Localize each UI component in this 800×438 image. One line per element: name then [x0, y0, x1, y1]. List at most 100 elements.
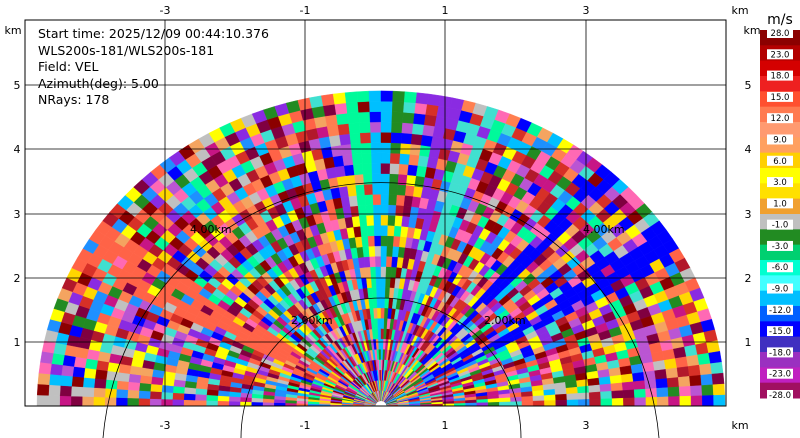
radar-gate-cell	[355, 184, 366, 196]
radar-gate-cell	[711, 372, 725, 385]
y-tick-right: 4	[745, 143, 752, 156]
radar-gate-cell	[338, 185, 350, 198]
radar-gate-cell	[367, 235, 376, 247]
radar-gate-cell	[378, 359, 382, 371]
radar-gate-cell	[487, 401, 500, 407]
radar-gate-cell	[330, 144, 343, 158]
radar-gate-cell	[609, 374, 623, 385]
colorbar-unit: m/s	[767, 12, 793, 28]
colorbar-label: -9.0	[772, 285, 789, 295]
radar-gate-cell	[656, 387, 669, 398]
radar-gate-cell	[623, 397, 635, 407]
radar-gate-cell	[342, 154, 354, 166]
radar-gate-cell	[656, 396, 669, 407]
radar-gate-cell	[375, 266, 382, 278]
radar-gate-cell	[427, 93, 441, 107]
radar-gate-cell	[386, 245, 394, 257]
radar-gate-cell	[487, 398, 500, 403]
radar-gate-cell	[370, 276, 377, 288]
ring-label-4km-left: 4.00km	[190, 223, 232, 236]
radar-gate-cell	[362, 163, 373, 175]
x-tick-bottom: -1	[300, 419, 311, 432]
axes-grid	[24, 19, 727, 407]
radar-gate-cell	[701, 384, 714, 396]
radar-gate-cell	[71, 376, 85, 388]
radar-gate-cell	[344, 91, 359, 104]
radar-gate-cell	[356, 194, 366, 206]
radar-gate-cell	[36, 394, 49, 407]
colorbar-label: 1.0	[773, 199, 787, 209]
radar-gate-cell	[380, 307, 385, 319]
colorbar-block	[760, 290, 800, 307]
radar-gate-cell	[598, 376, 612, 386]
colorbar-label: 28.0	[771, 29, 790, 39]
y-tick-right: 3	[745, 208, 752, 221]
colorbar-label: -18.0	[769, 348, 791, 358]
radar-gate-cell	[62, 354, 76, 367]
radar-gate-cell	[633, 388, 647, 399]
radar-gate-cell	[360, 142, 372, 154]
colorbar-label: -6.0	[772, 263, 789, 273]
x-tick-top: -3	[160, 4, 171, 17]
colorbar-block	[760, 183, 800, 200]
radar-gate-cell	[380, 224, 389, 236]
colorbar-label: -12.0	[769, 306, 791, 316]
radar-gate-cell	[59, 395, 72, 407]
radar-scan-fan	[36, 90, 726, 407]
radar-gate-cell	[72, 366, 86, 378]
radar-gate-cell	[373, 224, 382, 236]
radar-gate-cell	[684, 344, 698, 357]
radar-gate-cell	[389, 152, 401, 165]
radar-gate-cell	[370, 142, 382, 154]
colorbar-label: 23.0	[771, 50, 790, 60]
radar-gate-cell	[366, 214, 375, 226]
radar-gate-cell	[577, 385, 590, 394]
radar-gate-cell	[380, 90, 394, 102]
y-unit-right: km	[743, 24, 760, 37]
radar-gate-cell	[645, 396, 658, 407]
radar-gate-cell	[396, 184, 407, 196]
radar-gate-cell	[40, 351, 54, 364]
radar-gate-cell	[600, 398, 613, 407]
radar-gate-cell	[228, 400, 241, 407]
radar-gate-cell	[619, 365, 633, 376]
radar-gate-cell	[687, 364, 701, 377]
colorbar-label-bg	[767, 283, 793, 294]
colorbar-label: -28.0	[769, 391, 791, 401]
x-tick-labels-bottom: -3 -1 1 3 km	[160, 419, 749, 432]
radar-gate-cell	[390, 142, 402, 154]
radar-gate-cell	[347, 112, 360, 124]
radar-gate-cell	[498, 397, 511, 403]
radar-gate-cell	[388, 194, 398, 206]
radar-gate-cell	[366, 225, 375, 237]
radar-gate-cell	[348, 122, 361, 135]
radar-gate-cell	[663, 358, 678, 370]
colorbar-label: 18.0	[771, 72, 790, 82]
radar-gate-cell	[654, 369, 668, 380]
radar-gate-cell	[217, 400, 230, 407]
radar-gate-cell	[350, 205, 360, 218]
radar-gate-cell	[697, 352, 711, 366]
colorbar: m/s 28.0 23.0 18.0 15.0 12.0 9.0 6.0 3.0 1.0 -1.0…	[760, 12, 800, 401]
radar-gate-cell	[387, 225, 396, 237]
radar-gate-cell	[138, 397, 151, 407]
colorbar-label-bg	[767, 49, 793, 60]
radar-gate-cell	[371, 162, 382, 174]
radar-gate-cell	[217, 395, 230, 402]
radar-gate-cell	[380, 121, 393, 133]
colorbar-label-bg	[767, 134, 793, 145]
ring-label-2km-right: 2.00km	[484, 314, 526, 327]
radar-gate-cell	[668, 396, 681, 407]
radar-gate-cell	[675, 356, 689, 369]
radar-gate-cell	[380, 297, 386, 309]
radar-gate-cell	[690, 395, 703, 407]
radar-gate-cell	[399, 153, 411, 165]
y-tick-right: 5	[745, 79, 752, 92]
radar-gate-cell	[398, 163, 409, 176]
radar-gate-cell	[273, 402, 286, 407]
radar-gate-cell	[380, 162, 391, 174]
radar-gate-cell	[521, 400, 534, 407]
radar-gate-cell	[380, 317, 385, 329]
colorbar-label: -1.0	[772, 221, 789, 231]
radar-gate-cell	[183, 393, 196, 401]
